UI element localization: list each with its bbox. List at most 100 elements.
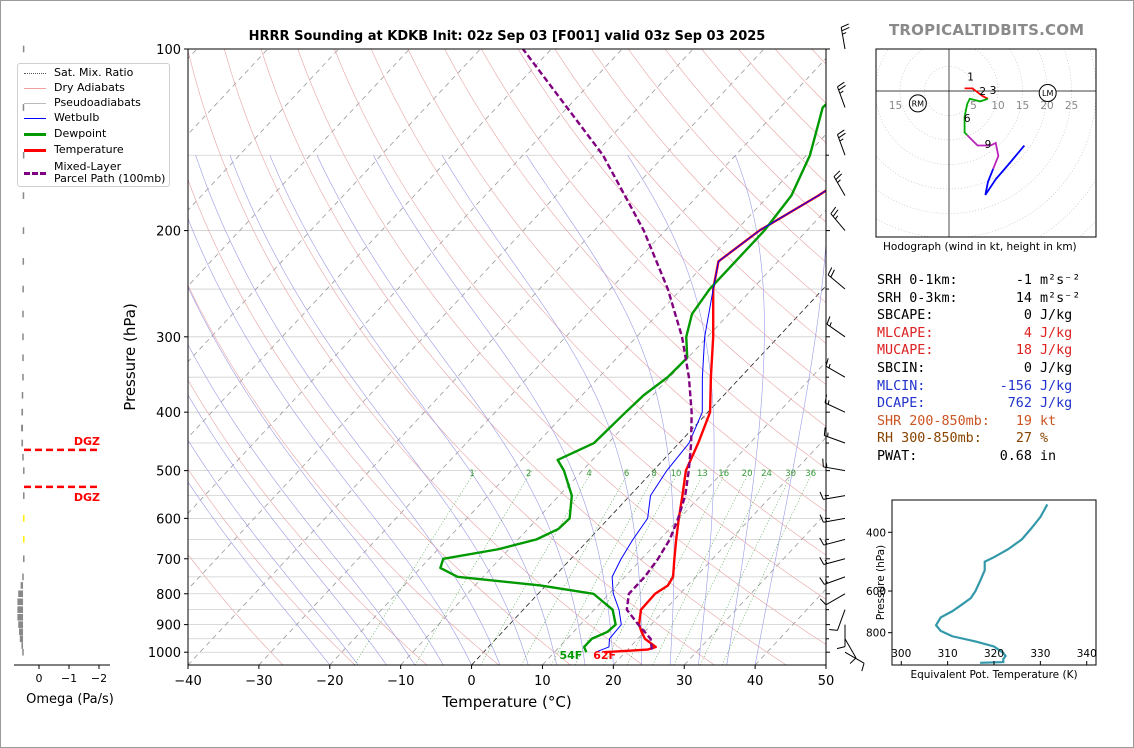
- dry-adiabat: [224, 49, 715, 665]
- omega-bar: [22, 453, 24, 461]
- omega-bar: [17, 613, 24, 621]
- wind-barb-half: [829, 322, 832, 327]
- wind-barb-flag: [819, 537, 825, 546]
- theta-x-tick-label: 320: [984, 648, 1004, 660]
- wind-barb-flag: [819, 598, 827, 606]
- wind-barb-flag: [824, 394, 828, 403]
- index-label: MLCAPE:: [877, 325, 934, 341]
- wind-barb-flag: [841, 26, 850, 32]
- legend-label: Dry Adiabats: [54, 81, 125, 94]
- index-value: 0.68 in: [1000, 448, 1092, 466]
- omega-bar: [22, 573, 24, 581]
- index-value: 0 J/kg: [1024, 307, 1092, 325]
- zero-isotherm: [471, 285, 826, 665]
- wind-barb-staff: [844, 638, 857, 659]
- mixing-ratio-label: 4: [586, 469, 591, 479]
- mixing-ratio-label: 20: [742, 469, 753, 479]
- hodo-ring-label: 15: [889, 100, 902, 112]
- theta-e-line: [934, 503, 1049, 664]
- index-unit: J/kg: [1040, 343, 1073, 359]
- wind-barb-flag: [829, 628, 838, 631]
- omega-tick-label: −1: [61, 672, 77, 685]
- series-line-mixed-layer: [521, 49, 693, 650]
- pseudoadiabat: [441, 155, 643, 665]
- omega-bar: [22, 104, 25, 111]
- skewt-plot-area: 1 2 4 6 8 10 13 16 20 24 30 36: [188, 49, 826, 665]
- storm-motion-label: LM: [1042, 89, 1053, 98]
- hodo-ring-label: 10: [991, 100, 1004, 112]
- hodograph-panel: 510152025101512369RMLM: [875, 48, 1097, 238]
- y-tick-label: 200: [156, 225, 181, 240]
- index-row: DCAPE: 762 J/kg: [877, 395, 1092, 413]
- surface-dewpoint-label: 54F: [559, 649, 582, 662]
- pseudoadiabat: [188, 343, 416, 665]
- mixing-ratio-line: [574, 470, 680, 665]
- theta-x-axis-label: Equivalent Pot. Temperature (K): [910, 669, 1077, 681]
- wind-barb-staff: [844, 651, 865, 664]
- wind-barb-flag: [830, 206, 837, 215]
- wind-barb-half: [824, 494, 828, 500]
- mixing-ratio-line: [700, 470, 794, 665]
- wind-barb-staff: [823, 495, 846, 500]
- hodo-ring-label: 5: [970, 100, 977, 112]
- theta-frame: [891, 499, 1097, 666]
- chart-title: HRRR Sounding at KDKB Init: 02z Sep 03 […: [249, 29, 766, 44]
- y-tick-label: 500: [156, 465, 181, 480]
- x-tick-label: −30: [245, 674, 272, 689]
- wind-barb-flag: [861, 663, 865, 672]
- wind-barb-half: [842, 32, 847, 35]
- omega-bar: [23, 515, 25, 522]
- wind-barb: [844, 638, 857, 664]
- x-axis-label: Temperature (°C): [441, 693, 571, 711]
- omega-bar: [17, 598, 24, 606]
- index-number: -156: [999, 378, 1032, 394]
- omega-bar: [18, 621, 24, 628]
- mixing-ratio-label: 6: [624, 469, 629, 479]
- wind-barb: [827, 267, 846, 290]
- pseudoadiabat: [726, 155, 765, 665]
- mixing-ratio-line: [652, 470, 751, 665]
- wind-barb: [833, 170, 846, 196]
- isotherm-line: [188, 49, 410, 287]
- omega-bar: [21, 424, 24, 432]
- hodo-plot-area: 510152025101512369RMLM: [876, 49, 1096, 237]
- index-label: MUCAPE:: [877, 343, 934, 359]
- omega-axis-label: Omega (Pa/s): [26, 692, 114, 707]
- mixing-ratio-label: 30: [785, 469, 796, 479]
- omega-bar: [19, 635, 24, 643]
- wind-barb-flag: [836, 646, 846, 650]
- omega-bar: [22, 310, 24, 318]
- wind-barb: [830, 206, 846, 231]
- index-value: 0 J/kg: [1024, 360, 1092, 378]
- pseudoadiabat: [188, 286, 444, 665]
- mixing-ratio-label: 24: [761, 469, 772, 479]
- wind-barb-staff: [830, 213, 846, 231]
- wind-barb-staff: [823, 466, 846, 472]
- chart-legend: Sat. Mix. Ratio Dry Adiabats Pseudoadiab…: [17, 63, 170, 187]
- dry-adiabat: [188, 468, 356, 665]
- wind-barb-half: [824, 517, 828, 522]
- wind-barb: [826, 316, 846, 338]
- index-value: 19 kt: [1016, 413, 1092, 431]
- mixing-ratio-label: 16: [718, 469, 729, 479]
- legend-item-mixratio: Sat. Mix. Ratio: [24, 66, 133, 80]
- omega-bar: [17, 606, 24, 613]
- theta-x-tick-label: 300: [891, 648, 911, 660]
- theta-x-tick-label: 330: [1030, 648, 1050, 660]
- hodo-ring: [1079, 220, 1096, 237]
- wind-barb-flag: [823, 427, 826, 436]
- wind-barb-staff: [837, 86, 846, 108]
- wind-barb: [819, 514, 846, 523]
- legend-item-wetbulb: Wetbulb: [24, 111, 99, 125]
- pseudoadiabat: [188, 217, 472, 665]
- hodo-ring-label: 20: [1040, 100, 1053, 112]
- legend-item-dewpoint: Dewpoint: [24, 127, 106, 141]
- wind-barb-staff: [824, 435, 846, 444]
- x-tick-label: 40: [747, 674, 764, 689]
- index-row: SBCAPE: 0 J/kg: [877, 307, 1092, 325]
- dry-adiabat: [370, 49, 826, 556]
- wind-barb-flag: [827, 267, 833, 276]
- index-unit: J/kg: [1040, 396, 1073, 412]
